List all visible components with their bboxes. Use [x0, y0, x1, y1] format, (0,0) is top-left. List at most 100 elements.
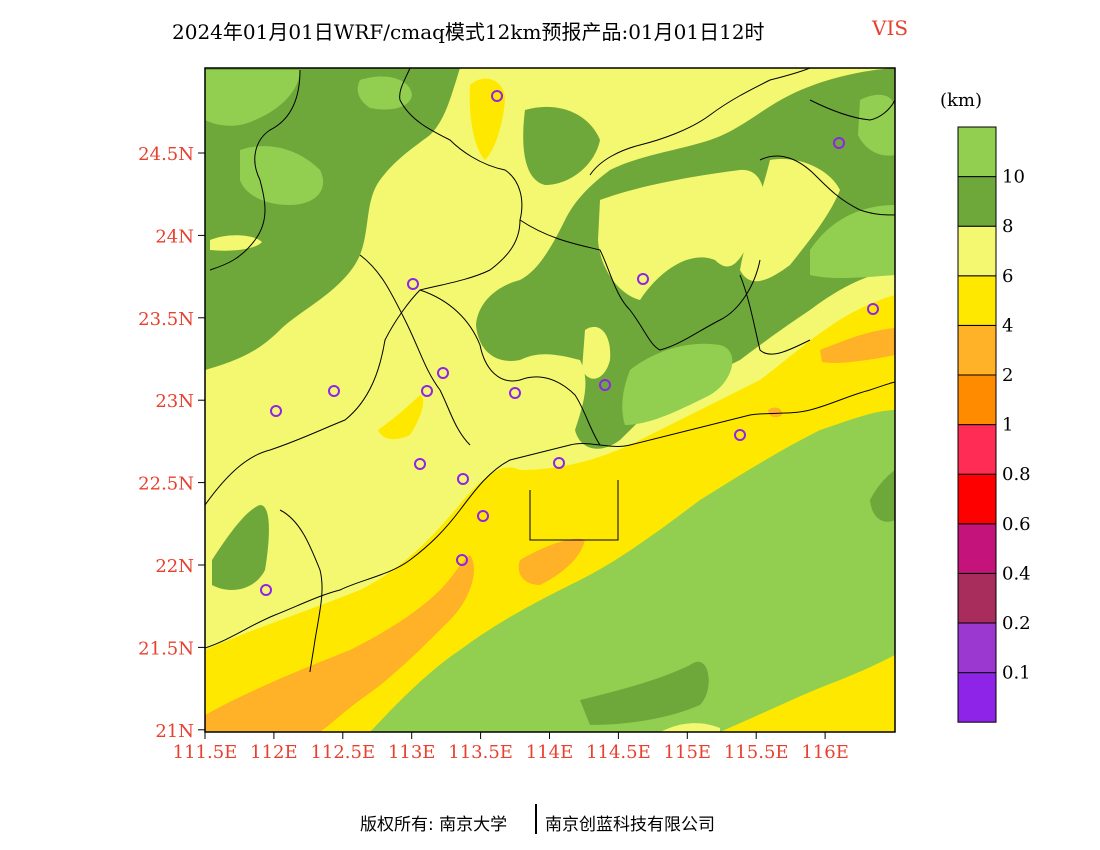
boundary-line [205, 68, 523, 506]
boundary-line [739, 274, 811, 355]
station-marker [437, 367, 449, 379]
station-marker [414, 458, 426, 470]
legend-swatch [957, 374, 997, 426]
lat-tick-label: 23N [155, 391, 194, 412]
boundary-line [209, 69, 301, 271]
lon-axis: 111.5E 112E 112.5E 113E 113.5E 114E 114.5E 115E… [173, 732, 849, 763]
field-pale-ne2 [740, 159, 840, 282]
lon-tick-label: 114E [526, 742, 574, 763]
legend-label: 1 [1002, 415, 1013, 436]
legend-label: 0.2 [1002, 613, 1031, 634]
boundary-line [519, 219, 761, 351]
field-yellow-top [469, 78, 505, 160]
lat-tick-label: 24N [155, 226, 194, 247]
boundary-line [529, 480, 619, 541]
field-light-green-nw2 [240, 146, 324, 205]
lon-tick-label: 116E [801, 742, 849, 763]
legend-swatch [957, 572, 997, 624]
field-pale-ne1 [598, 169, 764, 300]
lon-tick-label: 112.5E [310, 742, 375, 763]
coastline [205, 381, 895, 649]
station-marker [867, 303, 879, 315]
legend-label: 0.8 [1002, 464, 1031, 485]
field-yellow-sea-s [720, 655, 895, 732]
station-marker [457, 473, 469, 485]
field-light-green-ne [810, 205, 895, 279]
legend-label: 0.6 [1002, 514, 1031, 535]
station-marker [477, 510, 489, 522]
station-marker [407, 278, 419, 290]
stations-layer [260, 90, 879, 596]
station-marker [833, 137, 845, 149]
field-light-green-nw3 [357, 76, 412, 110]
legend-swatch [957, 424, 997, 475]
field-deep-green-w [212, 505, 269, 590]
legend-swatch [957, 176, 997, 227]
legend-label: 2 [1002, 365, 1013, 386]
lat-tick-label: 21.5N [138, 638, 194, 659]
lat-tick-label: 22.5N [138, 474, 194, 495]
field-light-green-nw1 [205, 70, 300, 126]
copyright-text: 版权所有: 南京大学 [360, 815, 508, 835]
color-legend: 0.1 0.2 0.4 0.6 0.8 1 2 4 6 8 10 [957, 126, 1031, 723]
variable-label: VIS [872, 16, 909, 40]
legend-label: 8 [1002, 216, 1013, 237]
lat-tick-label: 21N [155, 721, 194, 742]
field-yellow-pocket [378, 395, 424, 440]
lat-tick-label: 22N [155, 556, 194, 577]
field-light-green-sea [370, 410, 895, 732]
station-marker [637, 273, 649, 285]
legend-swatch [957, 622, 997, 674]
field-deep-green-sea1 [580, 661, 709, 725]
field-orange-small [768, 407, 783, 418]
station-marker [270, 405, 282, 417]
lon-tick-label: 115E [664, 742, 712, 763]
legend-swatch [957, 523, 997, 574]
lon-tick-label: 112E [250, 742, 298, 763]
field-light-green-ne3 [622, 343, 733, 425]
field-deep-green-nw [205, 68, 460, 370]
boundary-line [359, 254, 471, 446]
title-text: 2024年01月01日WRF/cmaq模式12km预报产品:01月01日12时 [172, 20, 765, 44]
station-marker [456, 554, 468, 566]
boundary-line [759, 155, 895, 216]
legend-label: 6 [1002, 266, 1013, 287]
station-marker [491, 90, 503, 102]
lat-tick-label: 24.5N [138, 144, 194, 165]
lon-tick-label: 113E [388, 742, 436, 763]
lon-tick-label: 111.5E [173, 742, 238, 763]
map-fields [205, 68, 895, 732]
legend-swatch [957, 324, 997, 376]
legend-swatch [957, 473, 997, 525]
field-deep-green-top [523, 106, 600, 185]
field-pale-sea-s [660, 723, 720, 732]
boundary-line [809, 99, 895, 121]
station-marker [734, 429, 746, 441]
legend-label: 0.1 [1002, 663, 1031, 684]
boundary-line [589, 68, 811, 176]
legend-swatch [957, 126, 997, 178]
field-light-green-ne2 [858, 94, 895, 156]
footer-separator [535, 804, 537, 834]
station-marker [260, 584, 272, 596]
company-text: 南京创蓝科技有限公司 [545, 815, 715, 835]
station-marker [553, 457, 565, 469]
station-marker [421, 385, 433, 397]
lat-axis: 24.5N 24N 23.5N 23N 22.5N 22N 21.5N 21N [138, 144, 205, 742]
legend-label: 10 [1002, 167, 1025, 188]
field-yellow-coast [205, 295, 895, 732]
legend-swatch [957, 225, 997, 277]
station-marker [509, 387, 521, 399]
field-orange-mid [518, 538, 585, 585]
boundary-lines [205, 68, 895, 673]
legend-label: 4 [1002, 315, 1013, 336]
boundary-line [419, 289, 601, 446]
field-orange-e [820, 328, 895, 363]
lon-tick-label: 115.5E [724, 742, 789, 763]
field-pale-mid [582, 326, 611, 379]
legend-unit: (km) [940, 90, 983, 111]
lon-tick-label: 114.5E [586, 742, 651, 763]
station-marker [328, 385, 340, 397]
legend-label: 0.4 [1002, 563, 1031, 584]
